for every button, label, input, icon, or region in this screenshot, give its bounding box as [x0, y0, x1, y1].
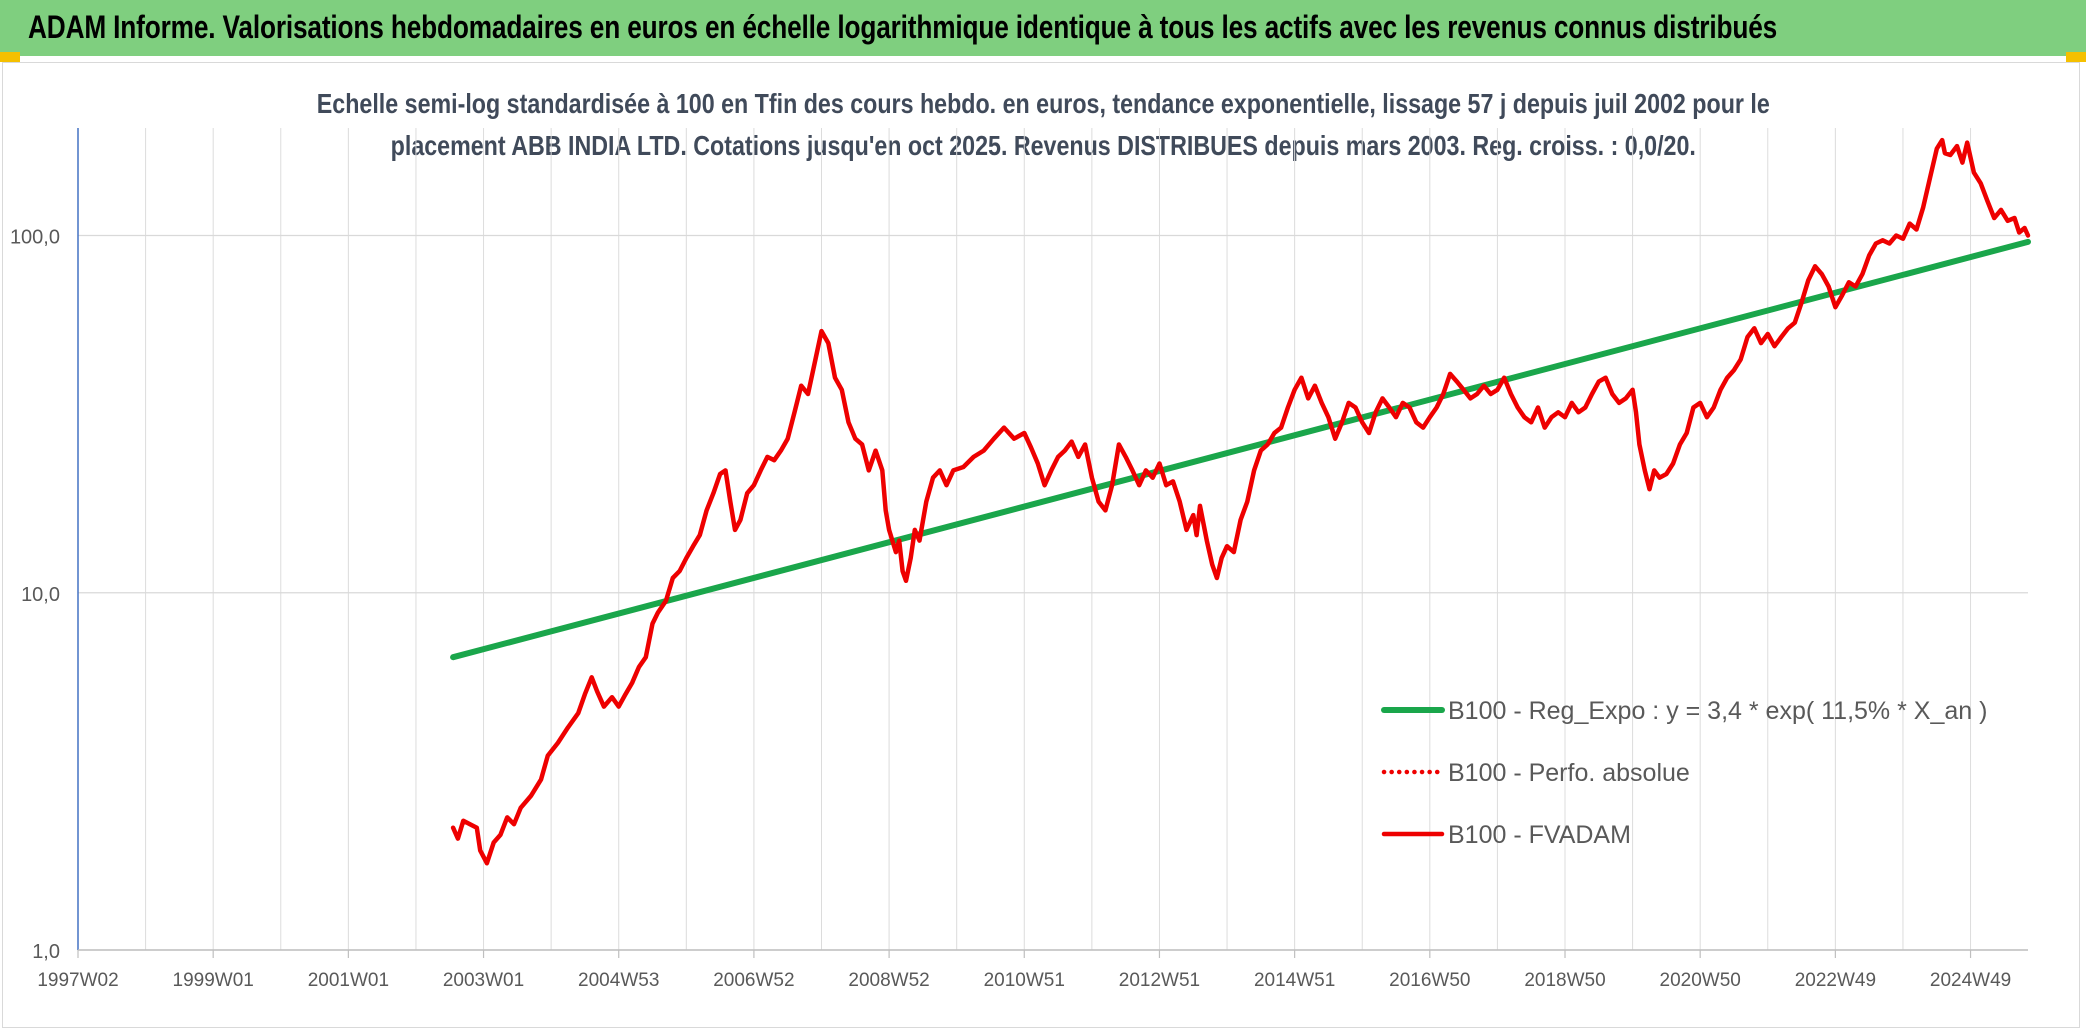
x-tick-label: 2006W52: [713, 970, 794, 991]
x-tick-label: 2022W49: [1795, 970, 1876, 991]
x-tick-label: 2008W52: [848, 970, 929, 991]
chart-title-line-2: placement ABB INDIA LTD. Cotations jusqu…: [390, 130, 1696, 161]
report-title: ADAM Informe. Valorisations hebdomadaire…: [28, 9, 1778, 45]
legend-label: B100 - FVADAM: [1448, 821, 1631, 849]
x-tick-label: 2010W51: [984, 970, 1065, 991]
legend-label: B100 - Reg_Expo : y = 3,4 * exp( 11,5% *…: [1448, 697, 1987, 725]
x-tick-label: 2020W50: [1660, 970, 1741, 991]
y-axis-labels: 1,0 10,0 100,0: [10, 227, 60, 963]
accent-corner-right: [2066, 52, 2086, 62]
axes: [77, 128, 2028, 958]
x-tick-label: 2003W01: [443, 970, 524, 991]
chart-title-line-1: Echelle semi-log standardisée à 100 en T…: [316, 88, 1770, 119]
accent-corner-left: [0, 52, 20, 62]
series-lines: [450, 137, 2031, 866]
y-tick-label: 100,0: [10, 227, 60, 249]
x-tick-label: 2012W51: [1119, 970, 1200, 991]
y-tick-label: 10,0: [21, 584, 60, 606]
y-tick-label: 1,0: [32, 941, 60, 963]
x-tick-label: 2016W50: [1389, 970, 1470, 991]
x-axis-labels: 1997W02 1999W01 2001W01 2003W01 2004W53 2006W…: [37, 970, 2011, 991]
legend-label: B100 - Perfo. absolue: [1448, 759, 1690, 787]
x-tick-label: 2001W01: [308, 970, 389, 991]
x-tick-label: 2024W49: [1930, 970, 2011, 991]
x-tick-label: 1997W02: [37, 970, 118, 991]
fvadam-line: [450, 137, 2031, 866]
report-banner: ADAM Informe. Valorisations hebdomadaire…: [0, 0, 2086, 56]
x-tick-label: 2018W50: [1524, 970, 1605, 991]
x-tick-label: 1999W01: [173, 970, 254, 991]
x-tick-label: 2014W51: [1254, 970, 1335, 991]
x-tick-label: 2004W53: [578, 970, 659, 991]
trend-line: [450, 238, 2031, 661]
legend: B100 - Reg_Expo : y = 3,4 * exp( 11,5% *…: [1381, 697, 1987, 849]
gridlines: [78, 128, 2028, 951]
